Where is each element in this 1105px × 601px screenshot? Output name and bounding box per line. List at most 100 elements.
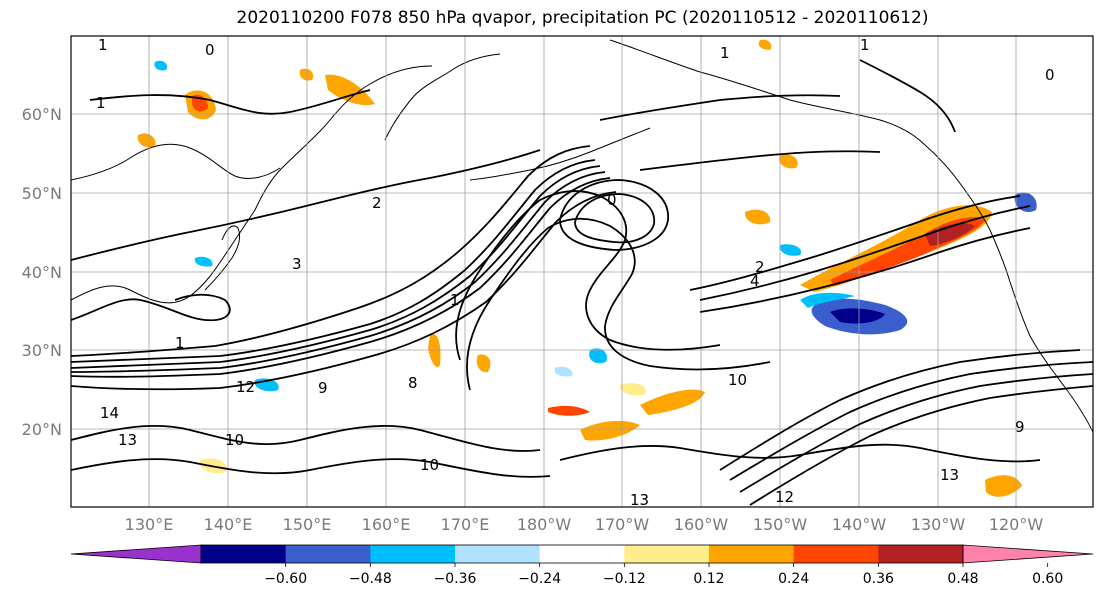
precip-band-ne-pacific-peak	[925, 223, 975, 246]
contour-line	[71, 145, 591, 357]
coast-asia-east	[71, 65, 433, 304]
lon-label-140w: 140°W	[832, 515, 887, 534]
contour-label: 0	[205, 41, 215, 59]
lat-label-30n: 30°N	[22, 341, 62, 360]
coast-kamchatka	[384, 53, 501, 141]
contour-line	[71, 425, 541, 452]
precip-asia-3	[299, 68, 314, 81]
colorbar-tick-label: 0.12	[693, 571, 724, 587]
lat-label-50n: 50°N	[22, 184, 62, 203]
precip-gulf-2	[779, 154, 798, 169]
contour-line	[89, 89, 371, 115]
precip-asia-4	[137, 133, 156, 148]
precip-blue-1	[589, 348, 607, 364]
colorbar-segment	[285, 545, 371, 563]
contour-line	[71, 191, 617, 391]
contour-line	[639, 150, 881, 171]
contour-line	[559, 179, 669, 251]
colorbar-segment	[539, 545, 625, 563]
contour-label: 1	[450, 291, 460, 309]
contour-label: 8	[408, 374, 418, 392]
contour-label: 1	[98, 36, 108, 54]
colorbar-tick-label: −0.12	[603, 571, 646, 587]
contour-line	[699, 227, 1031, 313]
colorbar-tick-label: 0.60	[1032, 571, 1063, 587]
colorbar-tick-label: −0.24	[518, 571, 561, 587]
contour-label: 1	[720, 44, 730, 62]
lon-label-120w: 120°W	[989, 515, 1044, 534]
precip-blue-5	[194, 256, 213, 267]
precip-blue-3	[1014, 192, 1037, 213]
contour-label: 9	[318, 379, 328, 397]
colorbar-segment	[70, 544, 202, 564]
contour-line	[859, 59, 956, 133]
contour-label: 0	[607, 191, 617, 209]
contour-label: 12	[775, 488, 794, 506]
contour-label: 10	[728, 371, 747, 389]
lat-label-60n: 60°N	[22, 105, 62, 124]
lon-label-170e: 170°E	[441, 515, 490, 534]
colorbar-segment	[624, 545, 710, 563]
map-title: 2020110200 F078 850 hPa qvapor, precipit…	[236, 8, 929, 28]
qvapor-contours	[71, 59, 1093, 506]
map-frame	[70, 35, 1094, 508]
contour-line	[71, 177, 611, 378]
contour-line	[599, 94, 841, 121]
precip-blue-6	[554, 366, 573, 377]
lon-label-160e: 160°E	[362, 515, 411, 534]
coast-asia-inner	[71, 143, 281, 181]
colorbar-tick-label: 0.36	[863, 571, 894, 587]
coast-alaska	[609, 39, 926, 146]
precip-tropical-6	[476, 354, 491, 373]
contour-labels: 1 1 0 1 2 3 0 2 4 1 10 12 14 13 10 9 13 …	[96, 36, 1055, 509]
colorbar-segment	[201, 545, 287, 563]
map-background	[71, 36, 1093, 507]
precip-tropical-5	[428, 334, 441, 368]
contour-label: 14	[100, 404, 119, 422]
contour-line	[71, 171, 606, 373]
precip-blue-2	[779, 244, 802, 256]
contour-line	[71, 159, 596, 363]
lon-label-140e: 140°E	[204, 515, 253, 534]
precip-negative-blob-halo	[800, 292, 855, 308]
colorbar-tick-label: −0.48	[349, 571, 392, 587]
contour-label: 12	[236, 378, 255, 396]
precip-asia-2	[325, 74, 375, 106]
precip-tropical-4	[985, 475, 1022, 497]
colorbar-segment	[370, 545, 456, 563]
precip-asia-5	[758, 39, 772, 50]
contour-line	[71, 458, 551, 478]
longitude-labels: 130°E 140°E 150°E 160°E 170°E 180°W 170°…	[125, 515, 1044, 534]
lon-label-160w: 160°W	[674, 515, 729, 534]
precip-blue-7	[154, 60, 168, 71]
precip-tropical-1	[640, 389, 705, 415]
contour-line	[559, 443, 1041, 463]
colorbar-segment	[709, 545, 795, 563]
lon-label-130w: 130°W	[911, 515, 966, 534]
contour-line	[71, 165, 601, 369]
contour-label: 2	[372, 194, 382, 212]
contour-label: 0	[1045, 66, 1055, 84]
graticule	[71, 36, 1093, 507]
contour-label: 10	[420, 456, 439, 474]
contour-label: 2	[755, 258, 765, 276]
contour-label: 1	[860, 36, 870, 54]
contour-label: 9	[1015, 418, 1025, 436]
colorbar-tick-label: 0.48	[947, 571, 978, 587]
colorbar-tick-label: −0.36	[434, 571, 477, 587]
lon-label-150e: 150°E	[283, 515, 332, 534]
precip-tropical-2	[580, 420, 640, 441]
latitude-labels: 60°N 50°N 40°N 30°N 20°N	[22, 105, 62, 439]
lon-label-180w: 180°W	[517, 515, 572, 534]
contour-line	[71, 293, 231, 322]
precip-tropical-3	[548, 405, 590, 416]
contour-label: 10	[225, 431, 244, 449]
colorbar-segment	[455, 545, 541, 563]
colorbar-tick-label: 0.24	[778, 571, 809, 587]
contour-label: 13	[940, 466, 959, 484]
colorbar: −0.60 −0.48 −0.36 −0.24 −0.12 0.12 0.24 0.36 0.4…	[70, 544, 1094, 587]
colorbar-segment	[878, 545, 964, 563]
precip-gulf-1	[744, 209, 771, 225]
contour-label: 1	[175, 334, 185, 352]
